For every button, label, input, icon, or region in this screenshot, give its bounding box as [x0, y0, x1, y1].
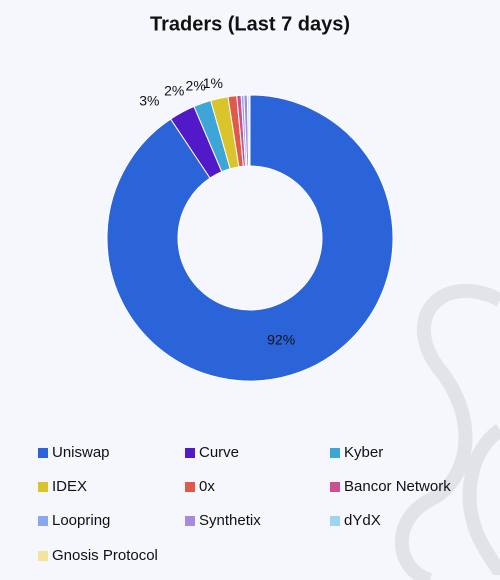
- legend-label: Bancor Network: [344, 478, 451, 495]
- legend-swatch: [38, 448, 48, 458]
- legend-label: IDEX: [52, 478, 87, 495]
- legend-swatch: [330, 516, 340, 526]
- legend-swatch: [185, 516, 195, 526]
- data-label: 3%: [139, 92, 159, 108]
- data-label: 92%: [267, 332, 295, 348]
- legend-label: Curve: [199, 444, 239, 461]
- data-label: 2%: [186, 77, 206, 93]
- donut-slice: [248, 94, 251, 167]
- chart-title: Traders (Last 7 days): [150, 13, 350, 35]
- legend-label: Gnosis Protocol: [52, 547, 158, 564]
- legend-label: 0x: [199, 478, 215, 495]
- legend-swatch: [38, 482, 48, 492]
- legend-swatch: [330, 448, 340, 458]
- donut-slice: [106, 94, 394, 382]
- legend-swatch: [330, 482, 340, 492]
- legend-label: Uniswap: [52, 444, 110, 461]
- legend-label: Synthetix: [199, 512, 261, 529]
- legend-swatch: [38, 551, 48, 561]
- legend-label: Kyber: [344, 444, 383, 461]
- legend-swatch: [185, 448, 195, 458]
- data-label: 1%: [203, 75, 223, 91]
- data-label: 2%: [164, 83, 184, 99]
- legend-label: Loopring: [52, 512, 110, 529]
- legend-swatch: [185, 482, 195, 492]
- legend-label: dYdX: [344, 512, 381, 529]
- legend-swatch: [38, 516, 48, 526]
- watermark: [394, 283, 500, 580]
